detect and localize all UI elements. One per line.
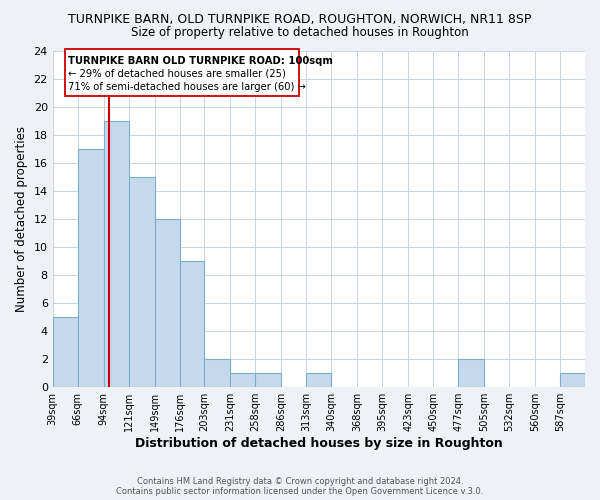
Bar [128, 178, 155, 387]
Text: TURNPIKE BARN OLD TURNPIKE ROAD: 100sqm: TURNPIKE BARN OLD TURNPIKE ROAD: 100sqm [68, 56, 333, 66]
Bar [104, 122, 128, 387]
Text: Contains HM Land Registry data © Crown copyright and database right 2024.: Contains HM Land Registry data © Crown c… [137, 477, 463, 486]
X-axis label: Distribution of detached houses by size in Roughton: Distribution of detached houses by size … [135, 437, 503, 450]
Bar [560, 373, 585, 387]
Y-axis label: Number of detached properties: Number of detached properties [15, 126, 28, 312]
Bar [458, 359, 484, 387]
Text: ← 29% of detached houses are smaller (25): ← 29% of detached houses are smaller (25… [68, 69, 286, 79]
Bar [256, 373, 281, 387]
Bar [230, 373, 256, 387]
Bar [77, 150, 104, 387]
FancyBboxPatch shape [65, 48, 299, 96]
Text: TURNPIKE BARN, OLD TURNPIKE ROAD, ROUGHTON, NORWICH, NR11 8SP: TURNPIKE BARN, OLD TURNPIKE ROAD, ROUGHT… [68, 12, 532, 26]
Bar [179, 262, 205, 387]
Text: 71% of semi-detached houses are larger (60) →: 71% of semi-detached houses are larger (… [68, 82, 306, 92]
Bar [53, 318, 77, 387]
Text: Size of property relative to detached houses in Roughton: Size of property relative to detached ho… [131, 26, 469, 39]
Bar [155, 220, 179, 387]
Bar [205, 359, 230, 387]
Text: Contains public sector information licensed under the Open Government Licence v.: Contains public sector information licen… [116, 487, 484, 496]
Bar [307, 373, 331, 387]
